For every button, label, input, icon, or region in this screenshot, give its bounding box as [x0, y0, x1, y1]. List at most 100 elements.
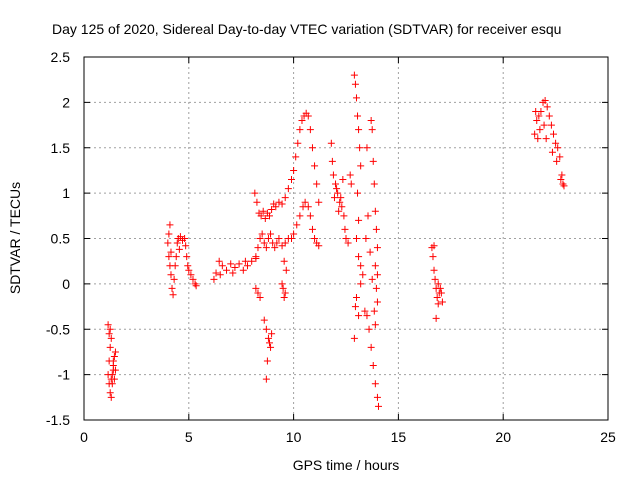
data-point [176, 233, 184, 241]
data-point [216, 271, 224, 279]
data-points [104, 71, 568, 410]
data-point [279, 284, 287, 292]
y-axis-label: SDTVAR / TECUs [7, 182, 23, 294]
data-point [540, 121, 548, 129]
data-point [532, 107, 540, 115]
data-point [337, 194, 345, 202]
data-point [229, 269, 237, 277]
data-point [278, 200, 286, 208]
data-point [357, 162, 365, 170]
data-point [545, 112, 553, 120]
data-point [110, 352, 118, 360]
data-point [366, 248, 374, 256]
data-point [172, 253, 180, 261]
x-tick-labels: 0 5 10 15 20 25 [80, 429, 616, 445]
data-point [327, 139, 335, 147]
data-point [357, 280, 365, 288]
data-point [256, 293, 264, 301]
data-point [231, 264, 239, 272]
data-point [293, 221, 301, 229]
data-point [340, 212, 348, 220]
data-point [294, 139, 302, 147]
data-point [267, 230, 275, 238]
data-point [263, 357, 271, 365]
y-tick-label: 1 [62, 185, 70, 201]
data-point [304, 112, 312, 120]
data-point [282, 266, 290, 274]
data-point [191, 280, 199, 288]
data-point [111, 366, 119, 374]
data-point [370, 307, 378, 315]
data-point [334, 189, 342, 197]
data-point [292, 153, 300, 161]
y-tick-label: 2.5 [51, 49, 71, 65]
data-point [543, 103, 551, 111]
data-point [371, 321, 379, 329]
data-point [183, 253, 191, 261]
data-point [367, 343, 375, 351]
data-point [260, 239, 268, 247]
data-point [437, 289, 445, 297]
data-point [267, 343, 275, 351]
data-point [265, 339, 273, 347]
data-point [272, 203, 280, 211]
data-point [264, 235, 272, 242]
data-point [374, 402, 382, 410]
data-point [352, 94, 360, 102]
data-point [268, 205, 276, 213]
data-point [311, 162, 319, 170]
data-point [164, 239, 172, 247]
data-point [273, 239, 281, 247]
data-point [301, 198, 309, 206]
data-point [281, 239, 289, 247]
x-axis-label: GPS time / hours [293, 457, 400, 473]
data-point [547, 121, 555, 129]
data-point [438, 298, 446, 306]
data-point [344, 239, 352, 247]
data-point [329, 171, 337, 179]
data-point [308, 144, 316, 152]
data-point [298, 117, 306, 125]
data-point [430, 242, 438, 250]
y-tick-label: -0.5 [46, 321, 70, 337]
data-point [259, 207, 267, 215]
y-tick-label: -1.5 [46, 412, 70, 428]
data-point [187, 271, 195, 279]
data-point [531, 130, 539, 138]
data-point [168, 284, 176, 292]
data-point [536, 126, 544, 134]
data-point [338, 203, 346, 211]
data-point [252, 284, 260, 292]
y-tick-label: 0.5 [51, 231, 71, 247]
data-point [271, 244, 279, 252]
data-point [373, 393, 381, 401]
data-point [107, 393, 115, 401]
data-point [281, 289, 289, 297]
x-tick-label: 20 [495, 429, 511, 445]
data-point [362, 235, 370, 242]
data-point [560, 182, 568, 190]
data-point [281, 194, 289, 202]
data-point [167, 248, 175, 256]
data-point [227, 260, 235, 268]
data-point [550, 130, 558, 138]
data-point [552, 139, 560, 147]
data-point [239, 266, 247, 274]
data-point [304, 203, 312, 211]
data-point [262, 325, 270, 333]
data-point [104, 321, 112, 329]
data-point [372, 284, 380, 292]
data-point [296, 212, 304, 220]
data-point [106, 325, 114, 333]
data-point [429, 253, 437, 261]
data-point [284, 185, 292, 193]
data-point [315, 242, 323, 250]
data-point [332, 180, 340, 188]
data-point [553, 157, 561, 165]
data-point [534, 135, 542, 143]
data-point [256, 235, 264, 242]
data-point [189, 275, 197, 283]
data-point [432, 314, 440, 322]
data-point [370, 180, 378, 188]
